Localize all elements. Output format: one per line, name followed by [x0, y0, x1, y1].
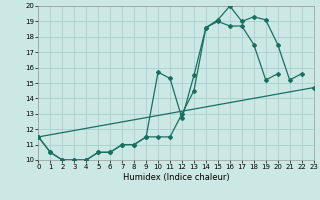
X-axis label: Humidex (Indice chaleur): Humidex (Indice chaleur)	[123, 173, 229, 182]
